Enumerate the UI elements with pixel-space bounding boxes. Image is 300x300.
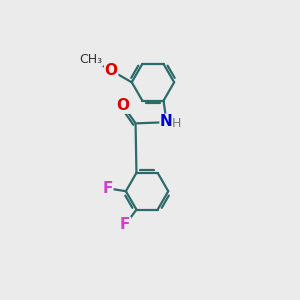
Text: H: H <box>172 117 182 130</box>
Text: O: O <box>91 59 92 60</box>
Text: O: O <box>117 98 130 113</box>
Text: F: F <box>120 218 130 232</box>
Text: N: N <box>160 114 173 129</box>
Text: F: F <box>102 181 113 196</box>
Text: O: O <box>105 63 118 78</box>
Text: CH₃: CH₃ <box>80 53 103 66</box>
